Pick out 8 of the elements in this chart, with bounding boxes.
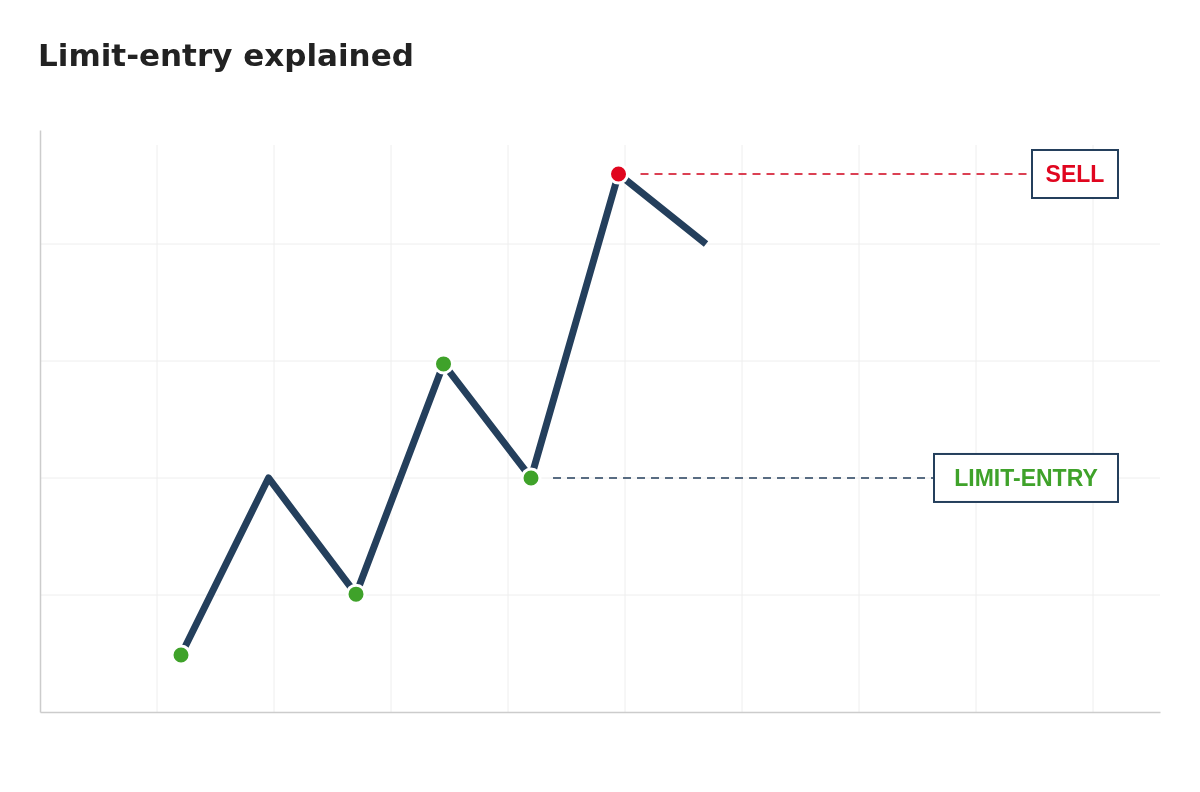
point — [345, 583, 367, 605]
chart-title: Limit-entry explained — [38, 37, 414, 73]
ref-line-label: SELL — [1045, 161, 1105, 187]
point — [608, 163, 630, 185]
point — [170, 644, 192, 666]
point — [433, 353, 455, 375]
point — [520, 467, 542, 489]
ref-line-label: LIMIT-ENTRY — [954, 464, 1098, 491]
